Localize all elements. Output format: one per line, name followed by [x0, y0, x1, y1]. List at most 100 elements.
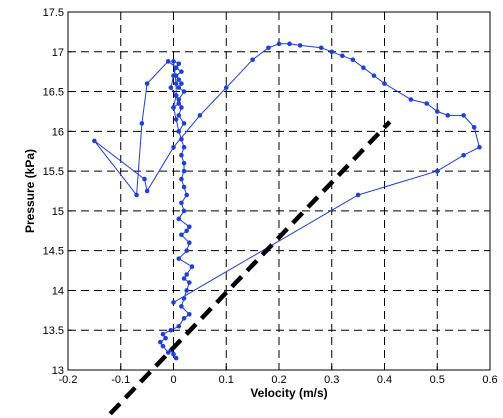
data-point [350, 57, 356, 63]
data-point [179, 232, 184, 238]
data-point [181, 296, 187, 301]
data-point [179, 200, 184, 206]
data-point [408, 97, 414, 102]
data-point [424, 101, 430, 106]
x-tick-label: 0.6 [482, 374, 497, 386]
data-point [176, 216, 182, 222]
data-point [184, 288, 189, 293]
grid-lines [68, 12, 490, 370]
data-point [176, 77, 182, 82]
data-point [181, 89, 187, 94]
data-point [187, 280, 192, 285]
plot-series [92, 41, 482, 416]
x-tick-label: -0.2 [59, 374, 78, 386]
x-tick-label: 0.5 [430, 374, 445, 386]
data-point [184, 272, 189, 277]
data-point [187, 240, 192, 246]
y-tick-label: 16 [52, 126, 64, 138]
data-point [173, 65, 179, 70]
axis-ticks: -0.2 -0.1 0 0.1 0.2 0.3 0.4 0.5 0.6 13 13.5 14 14.5 1… [43, 7, 498, 386]
data-point [171, 300, 176, 305]
dashed-trend-line [108, 120, 392, 416]
data-point [179, 69, 184, 74]
data-point [173, 81, 179, 86]
data-point [176, 323, 182, 329]
data-point [144, 81, 150, 86]
x-tick-label: 0.1 [219, 374, 234, 386]
data-point [434, 168, 440, 174]
data-point [471, 125, 477, 130]
y-tick-label: 17 [52, 47, 64, 59]
data-point [329, 49, 335, 55]
data-point [276, 41, 282, 47]
y-tick-label: 13.5 [43, 325, 64, 337]
data-point [173, 117, 179, 122]
data-point [179, 152, 184, 158]
data-point [179, 81, 184, 86]
data-point [176, 85, 182, 90]
data-point [168, 327, 174, 333]
y-tick-label: 17.5 [43, 7, 64, 19]
x-tick-label: 0.3 [324, 374, 339, 386]
data-point [160, 331, 166, 337]
data-point [176, 113, 182, 118]
data-point [158, 339, 163, 345]
data-point [171, 59, 176, 64]
data-point [181, 184, 187, 190]
data-point [171, 73, 176, 78]
data-point [382, 81, 387, 86]
data-point [165, 350, 171, 355]
data-point [181, 168, 187, 174]
y-tick-label: 13 [52, 365, 64, 377]
data-point [171, 144, 176, 150]
y-tick-label: 15.5 [43, 166, 64, 178]
data-point [223, 85, 229, 90]
data-point [287, 41, 292, 47]
data-point [173, 355, 179, 361]
data-point [361, 65, 366, 70]
x-tick-label: 0 [170, 374, 176, 386]
y-tick-label: 14 [52, 285, 64, 297]
data-point [144, 188, 150, 194]
data-point [176, 129, 182, 134]
data-point [184, 228, 189, 234]
data-point [184, 192, 189, 198]
data-point [181, 160, 187, 166]
data-point [340, 53, 345, 59]
data-point [434, 109, 440, 114]
data-point [181, 121, 187, 126]
data-point [461, 113, 466, 118]
data-point [187, 312, 192, 317]
data-point [184, 248, 189, 253]
data-point [179, 304, 184, 309]
data-point [160, 343, 166, 349]
x-tick-label: -0.1 [111, 374, 130, 386]
data-point [163, 335, 168, 341]
data-point [176, 256, 182, 261]
data-point [461, 152, 466, 158]
data-point [134, 192, 139, 198]
y-axis-label: Pressure (kPa) [23, 149, 37, 233]
data-point [176, 101, 182, 106]
data-point [181, 276, 187, 281]
data-point [139, 121, 145, 126]
data-point [171, 351, 176, 357]
data-point [187, 224, 192, 230]
data-point [176, 61, 182, 67]
data-point [355, 192, 361, 198]
data-point [179, 105, 184, 110]
data-point [371, 73, 377, 78]
data-point [92, 138, 97, 144]
data-point [266, 45, 271, 51]
data-point [250, 57, 255, 63]
data-point [165, 59, 171, 64]
y-tick-label: 16.5 [43, 87, 64, 99]
data-point [176, 97, 182, 102]
data-point [171, 105, 176, 110]
data-point [142, 176, 147, 182]
data-point [181, 315, 187, 321]
data-point [173, 93, 179, 98]
x-tick-label: 0.2 [271, 374, 286, 386]
